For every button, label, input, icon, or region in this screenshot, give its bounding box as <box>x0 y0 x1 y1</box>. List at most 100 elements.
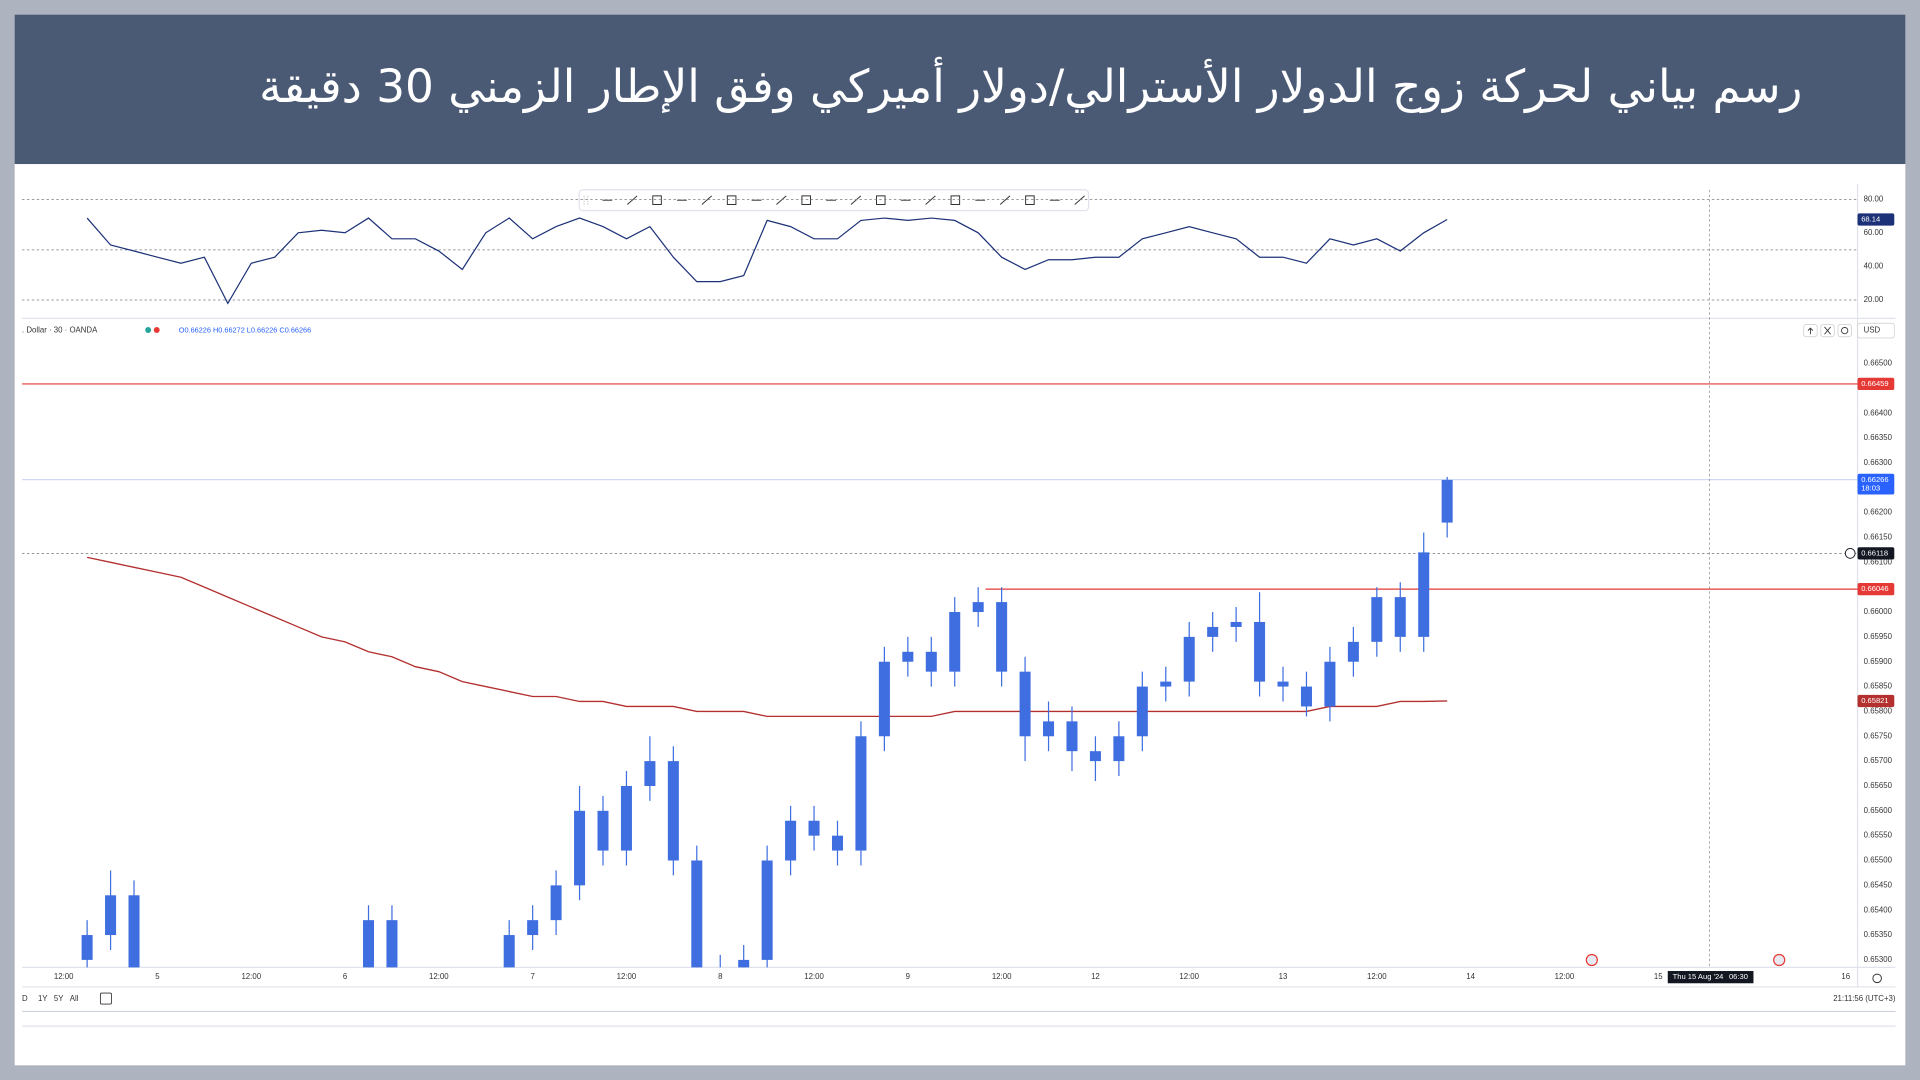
candle-body <box>1300 686 1312 707</box>
y-tick-label: 0.65800 <box>1864 706 1893 715</box>
range-button[interactable]: 1Y <box>38 994 48 1003</box>
y-tick-label: 0.66500 <box>1864 359 1893 368</box>
candle-body <box>691 860 703 968</box>
icon <box>1841 326 1849 335</box>
event-icon[interactable] <box>1585 953 1598 967</box>
status-dot <box>145 327 152 333</box>
candle-body <box>1160 681 1172 687</box>
crosshair-date-box <box>1667 971 1754 984</box>
range-button[interactable]: D <box>22 994 28 1003</box>
crosshair-label: 0.66118 <box>1861 548 1888 557</box>
rsi-pane <box>22 199 1858 305</box>
x-tick-label: 12 <box>1091 972 1100 981</box>
candle-body <box>1019 671 1031 737</box>
candle-body <box>785 820 797 861</box>
toolbar-icon <box>925 195 936 205</box>
y-tick-label: 0.65550 <box>1864 831 1893 840</box>
candle-body <box>855 736 867 851</box>
candle-body <box>128 895 140 968</box>
candle-body <box>1066 721 1078 752</box>
toolbar-icon <box>701 195 712 205</box>
candle-body <box>1371 597 1383 642</box>
date-range-icon[interactable] <box>99 992 112 1005</box>
x-tick-label: 12:00 <box>1367 972 1387 981</box>
candle-body <box>1441 479 1453 523</box>
page-title: رسم بياني لحركة زوج الدولار الأسترالي/دو… <box>259 56 1802 114</box>
ma-box <box>1857 694 1895 708</box>
y-tick-label: 0.65350 <box>1864 930 1893 939</box>
y-tick-label: 0.65450 <box>1864 880 1893 889</box>
x-tick-label: 9 <box>906 972 910 981</box>
price-line-box <box>1857 583 1895 596</box>
x-tick-label: 16 <box>1841 972 1850 981</box>
y-tick-label: 0.66200 <box>1864 508 1893 517</box>
range-button[interactable]: 5Y <box>54 994 64 1003</box>
x-tick-label: 5 <box>155 972 160 981</box>
candle-body <box>808 820 820 836</box>
x-tick-label: 6 <box>343 972 348 981</box>
crosshair-plus <box>1844 548 1856 559</box>
x-tick-label: 12:00 <box>241 972 261 981</box>
price-line-label: 0.66459 <box>1861 379 1888 388</box>
candle-body <box>667 761 679 861</box>
x-tick-label: 12:00 <box>1179 972 1199 981</box>
button[interactable] <box>1837 324 1852 338</box>
y-tick-label: 0.65750 <box>1864 731 1893 740</box>
candle-body <box>738 959 750 968</box>
y-tick-label: 0.65600 <box>1864 806 1893 815</box>
rsi-value-label: 68.14 <box>1861 215 1880 224</box>
candle-body <box>597 810 609 851</box>
y-tick-label: 0.65850 <box>1864 682 1893 691</box>
legend: . Dollar · 30 · OANDA O0.66226 H0.66272 … <box>22 326 311 335</box>
toolbar-icon <box>626 195 638 205</box>
symbol: . Dollar · 30 · OANDA <box>22 326 98 335</box>
last-price-box <box>1857 473 1895 495</box>
event-icon[interactable] <box>1773 953 1786 967</box>
y-tick-label: 0.66350 <box>1864 433 1893 442</box>
rsi-tick-label: 40.00 <box>1864 262 1884 271</box>
x-tick-label: 13 <box>1279 972 1288 981</box>
moving-average <box>86 556 1448 718</box>
currency-button[interactable] <box>1857 322 1895 339</box>
drawing-toolbar <box>578 189 1090 212</box>
candle-body <box>831 835 843 851</box>
candle-body <box>972 602 984 613</box>
candle-body <box>949 612 961 672</box>
range-button[interactable]: All <box>70 994 79 1003</box>
price-line-box <box>1857 377 1895 391</box>
bottom-bar: 21:11:56 (UTC+3) D 1Y 5Y All <box>22 992 1896 1005</box>
price-line-label: 0.66046 <box>1861 584 1888 593</box>
candle-body <box>1230 621 1242 627</box>
candle-body <box>1254 621 1266 682</box>
y-tick-label: 0.65900 <box>1864 657 1893 666</box>
toolbar-icon <box>726 195 737 205</box>
candle-body <box>550 885 562 921</box>
candle-body <box>105 895 117 936</box>
toolbar-icon <box>950 195 961 205</box>
candle-body <box>1183 636 1195 682</box>
toolbar-icon <box>999 195 1011 205</box>
rsi-tick-label: 20.00 <box>1864 295 1884 304</box>
toolbar-icon <box>850 195 862 205</box>
pane-buttons: USD <box>1803 322 1895 339</box>
toolbar-icon <box>1074 195 1085 205</box>
settings-icon[interactable] <box>1872 973 1882 984</box>
clock: 21:11:56 (UTC+3) <box>1833 994 1896 1003</box>
main-pane <box>22 383 1858 968</box>
candle-body <box>761 860 773 960</box>
candle-body <box>878 661 890 737</box>
toolbar-icon <box>1025 195 1035 205</box>
currency: USD <box>1864 326 1881 335</box>
ma-label: 0.65821 <box>1861 696 1888 705</box>
candle-body <box>363 920 375 968</box>
y-tick-label: 0.65500 <box>1864 856 1893 865</box>
last-price-label: 0.66266 <box>1861 475 1888 484</box>
status-dot <box>153 327 160 333</box>
x-tick-label: 7 <box>530 972 534 981</box>
crosshair-date: Thu 15 Aug '24 <box>1673 972 1724 981</box>
y-tick-label: 0.65650 <box>1864 781 1893 790</box>
candle-body <box>1394 597 1406 637</box>
icon <box>1807 327 1814 335</box>
toolbar-icon <box>801 195 811 205</box>
